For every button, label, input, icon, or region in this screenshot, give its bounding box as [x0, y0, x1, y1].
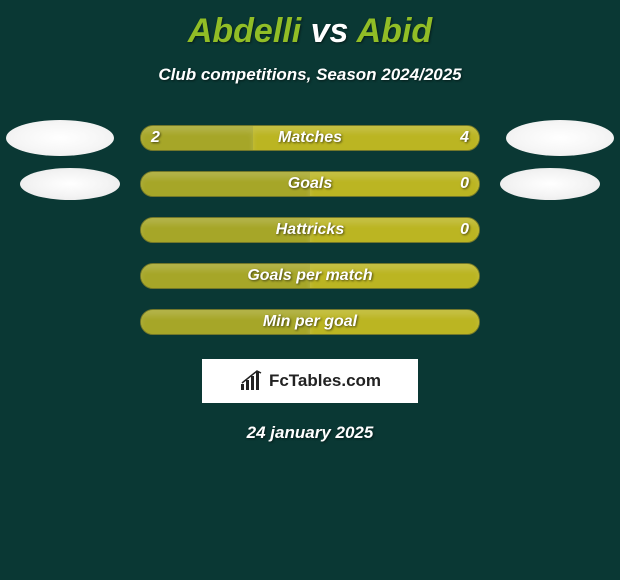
bar-label: Min per goal [141, 310, 479, 334]
player1-avatar-icon [6, 120, 114, 156]
bar-track: Goals per match [140, 263, 480, 289]
date-label: 24 january 2025 [0, 423, 620, 443]
bar-track: Goals 0 [140, 171, 480, 197]
bar-label: Goals per match [141, 264, 479, 288]
chart-icon [239, 370, 265, 392]
player2-name: Abid [357, 12, 433, 50]
value-right: 0 [460, 172, 469, 196]
stat-row-matches: 2 Matches 4 [0, 125, 620, 151]
bar-label: Goals [141, 172, 479, 196]
bar-track: Hattricks 0 [140, 217, 480, 243]
stat-rows: 2 Matches 4 Goals 0 Hattricks 0 [0, 125, 620, 335]
stat-row-min-per-goal: Min per goal [0, 309, 620, 335]
stat-row-goals-per-match: Goals per match [0, 263, 620, 289]
player1-name: Abdelli [188, 12, 301, 50]
bar-track: Min per goal [140, 309, 480, 335]
value-right: 4 [460, 126, 469, 150]
stat-row-goals: Goals 0 [0, 171, 620, 197]
player1-avatar-icon [20, 168, 120, 200]
vs-text: vs [311, 12, 349, 50]
stat-row-hattricks: Hattricks 0 [0, 217, 620, 243]
bar-label: Matches [141, 126, 479, 150]
player2-avatar-icon [506, 120, 614, 156]
subtitle: Club competitions, Season 2024/2025 [0, 65, 620, 85]
value-right: 0 [460, 218, 469, 242]
brand-box: FcTables.com [202, 359, 418, 403]
comparison-title: Abdelli vs Abid [0, 0, 620, 51]
player2-avatar-icon [500, 168, 600, 200]
brand-text: FcTables.com [269, 371, 381, 391]
bar-label: Hattricks [141, 218, 479, 242]
value-left: 2 [151, 126, 160, 150]
bar-track: 2 Matches 4 [140, 125, 480, 151]
